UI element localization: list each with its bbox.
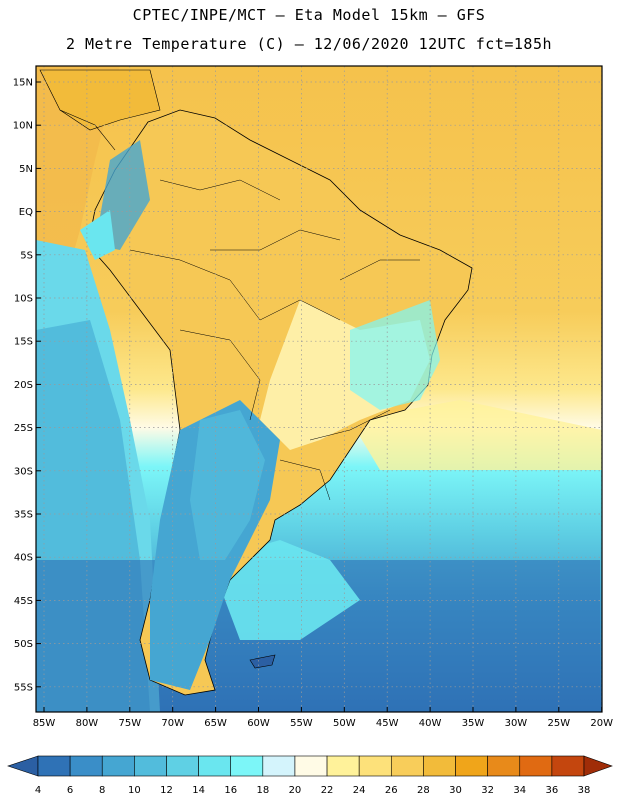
colorbar-tick-label: 12: [160, 785, 173, 796]
lon-label: 60W: [247, 718, 270, 729]
colorbar-tick-label: 26: [385, 785, 398, 796]
lon-label: 70W: [161, 718, 184, 729]
colorbar-tick-label: 24: [353, 785, 366, 796]
latitude-labels: 15N 10N 5N EQ 5S 10S 15S 20S 25S 30S 35S 40S 45S 50S 5…: [13, 78, 41, 693]
title-line-1: CPTEC/INPE/MCT – Eta Model 15km – GFS: [132, 6, 486, 24]
colorbar-segment: [551, 755, 585, 777]
lon-label: 85W: [33, 718, 56, 729]
colorbar-tick-label: 20: [289, 785, 302, 796]
lat-label: EQ: [19, 207, 33, 218]
lon-label: 80W: [76, 718, 99, 729]
colorbar-segment: [37, 755, 71, 777]
colorbar-segment: [390, 755, 424, 777]
lon-label: 20W: [590, 718, 613, 729]
lon-label: 25W: [547, 718, 570, 729]
colorbar-segment: [294, 755, 328, 777]
colorbar-segment: [358, 755, 392, 777]
colorbar-tick-label: 18: [256, 785, 269, 796]
colorbar-segment: [455, 755, 488, 777]
colorbar-segment: [423, 755, 456, 777]
colorbar-tick-label: 8: [99, 785, 105, 796]
colorbar-segment: [101, 755, 135, 777]
colorbar-tick-label: 16: [224, 785, 237, 796]
lat-label: 10S: [14, 294, 33, 305]
colorbar-segment: [262, 755, 296, 777]
colorbar-tick-label: 32: [481, 785, 494, 796]
colorbar-tick-label: 36: [546, 785, 559, 796]
colorbar-tick-label: 34: [513, 785, 526, 796]
colorbar-tick-label: 38: [578, 785, 591, 796]
lon-label: 40W: [419, 718, 442, 729]
lon-label: 45W: [376, 718, 399, 729]
lat-label: 35S: [14, 510, 33, 521]
colorbar-low-arrow: [7, 755, 39, 777]
colorbar-tick-label: 10: [128, 785, 141, 796]
colorbar-segment: [134, 755, 167, 777]
colorbar-high-arrow: [583, 755, 613, 777]
colorbar-segment: [198, 755, 232, 777]
lon-label: 65W: [204, 718, 227, 729]
lat-label: 55S: [14, 682, 33, 693]
map-frame: [35, 65, 603, 713]
colorbar-segment: [487, 755, 521, 777]
lat-label: 15S: [14, 337, 33, 348]
colorbar-segment: [326, 755, 360, 777]
lat-label: 20S: [14, 380, 33, 391]
lon-label: 75W: [118, 718, 141, 729]
lat-label: 10N: [13, 121, 33, 132]
colorbar-segment: [166, 755, 199, 777]
lon-label: 30W: [505, 718, 528, 729]
colorbar-tick-label: 30: [449, 785, 462, 796]
lon-label: 50W: [333, 718, 356, 729]
colorbar-tick-label: 22: [321, 785, 334, 796]
colorbar-segment: [230, 755, 264, 777]
lat-label: 45S: [14, 596, 33, 607]
lat-label: 5S: [20, 250, 33, 261]
colorbar-tick-label: 4: [35, 785, 41, 796]
lon-label: 35W: [462, 718, 485, 729]
colorbar-tick-label: 6: [67, 785, 73, 796]
lat-label: 15N: [13, 78, 33, 89]
lat-label: 25S: [14, 423, 33, 434]
colorbar-tick-label: 28: [417, 785, 430, 796]
lat-label: 5N: [19, 164, 33, 175]
lat-label: 30S: [14, 466, 33, 477]
colorbar-tick-label: 14: [192, 785, 205, 796]
colorbar: 4 6 8 10 12 14 16 18 20 22 24 26 28 30 32 34 36 38: [7, 755, 613, 796]
colorbar-segment: [519, 755, 553, 777]
title-line-2: 2 Metre Temperature (C) – 12/06/2020 12U…: [65, 35, 553, 53]
lat-label: 50S: [14, 639, 33, 650]
lat-label: 40S: [14, 553, 33, 564]
colorbar-segment: [69, 755, 103, 777]
lon-label: 55W: [290, 718, 313, 729]
map-field: [36, 66, 602, 712]
longitude-labels: 85W 80W 75W 70W 65W 60W 55W 50W 45W 40W 35W 30W 25W 2…: [33, 707, 613, 729]
